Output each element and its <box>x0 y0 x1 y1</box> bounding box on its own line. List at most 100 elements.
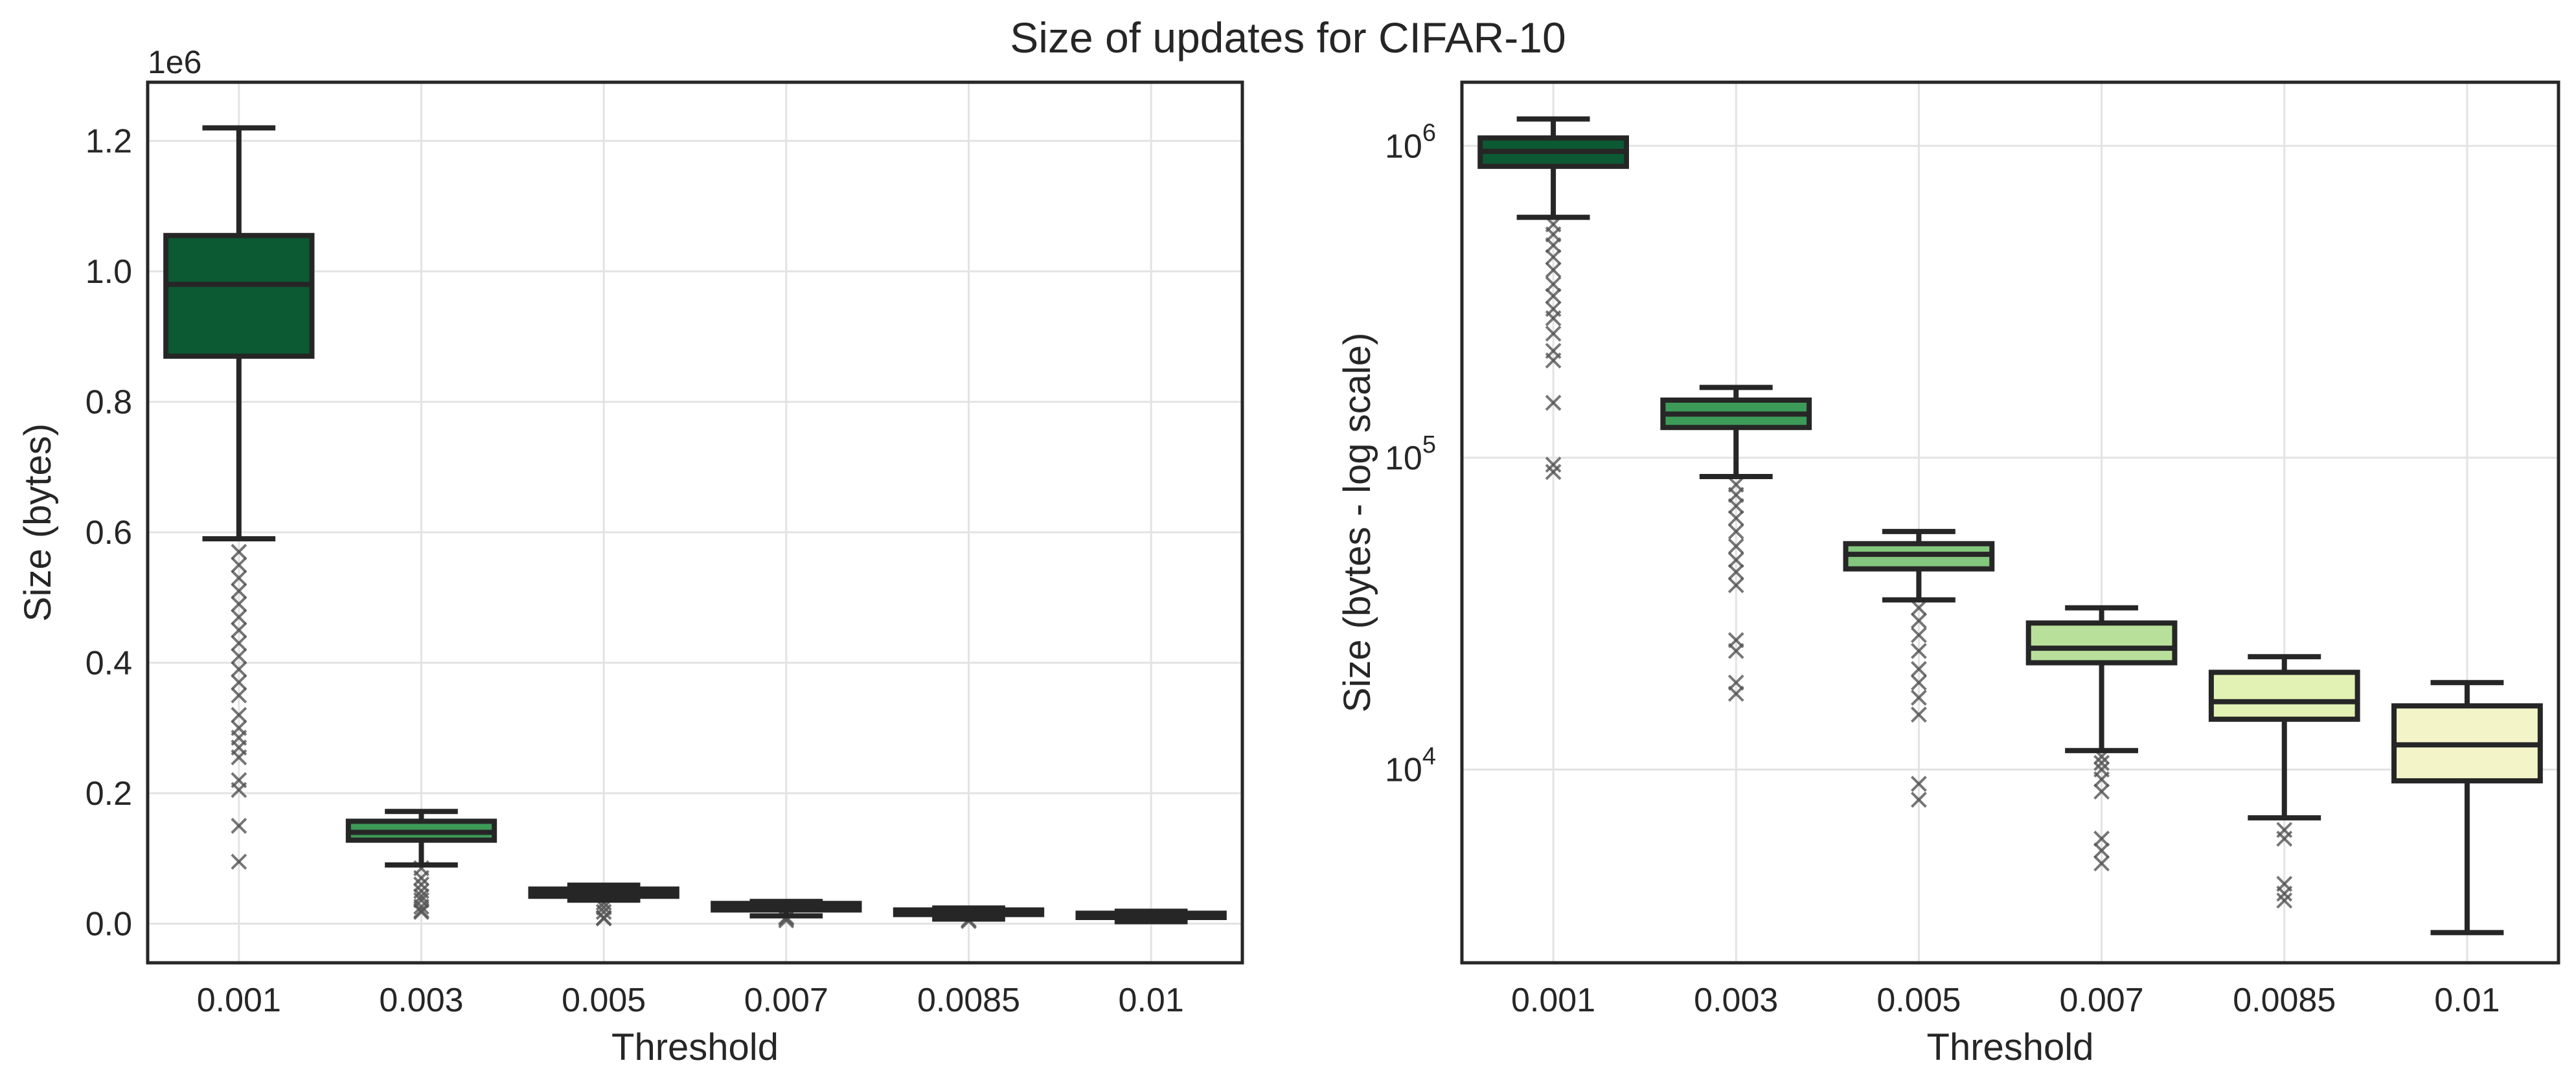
outlier-marker <box>2093 754 2110 771</box>
y-tick-label: 0.8 <box>85 384 132 422</box>
outlier-stroke <box>2093 771 2110 788</box>
x-tick-label: 0.0085 <box>2233 982 2336 1019</box>
outlier-marker <box>2093 830 2110 847</box>
y-axis-label: Size (bytes) <box>17 423 59 622</box>
outlier-stroke <box>1545 394 1562 411</box>
outlier-stroke <box>231 749 247 766</box>
outlier-marker <box>231 661 247 678</box>
outlier-marker <box>1911 642 1927 659</box>
outlier-stroke <box>1545 310 1562 326</box>
box-0.003 <box>1660 385 1812 702</box>
outlier-stroke <box>2093 855 2110 872</box>
outlier-stroke <box>1545 325 1562 342</box>
outlier-marker <box>2093 783 2110 800</box>
outlier-marker <box>231 706 247 723</box>
outlier-marker <box>1545 325 1562 342</box>
outlier-stroke <box>595 910 612 927</box>
box-0.001 <box>1477 116 1629 480</box>
outlier-stroke <box>231 782 247 798</box>
outlier-marker <box>1545 287 1562 304</box>
outlier-marker <box>231 648 247 664</box>
outlier-stroke <box>413 898 429 915</box>
outlier-marker <box>1727 564 1744 580</box>
x-axis-label: Threshold <box>1927 1026 2094 1068</box>
outlier-stroke <box>231 596 247 613</box>
y-axis-label: Size (bytes - log scale) <box>1336 333 1378 713</box>
y-tick-label: 105 <box>1385 431 1436 477</box>
outlier-marker <box>1911 690 1927 706</box>
outlier-stroke <box>2093 754 2110 771</box>
outlier-stroke <box>1911 791 1927 808</box>
outlier-marker <box>595 910 612 927</box>
outlier-marker <box>231 635 247 651</box>
x-tick-label: 0.005 <box>562 982 646 1019</box>
outlier-marker <box>1727 686 1744 702</box>
box-0.001 <box>163 125 315 870</box>
outlier-stroke <box>1727 510 1744 526</box>
outlier-marker <box>231 853 247 870</box>
outlier-marker <box>1727 510 1744 526</box>
y-tick-label: 1.2 <box>85 123 132 161</box>
outlier-stroke <box>231 706 247 723</box>
outlier-marker <box>413 904 429 920</box>
outlier-marker <box>1727 538 1744 555</box>
outlier-stroke <box>231 557 247 573</box>
y-tick-label: 0.4 <box>85 645 132 682</box>
x-tick-label: 0.01 <box>1119 982 1184 1019</box>
outlier-stroke <box>1911 690 1927 706</box>
x-tick-label: 0.007 <box>744 982 828 1019</box>
outlier-marker <box>1727 552 1744 568</box>
x-tick-label: 0.01 <box>2434 982 2500 1019</box>
y-tick-label: 0.6 <box>85 514 132 552</box>
outlier-marker <box>1545 464 1562 480</box>
outlier-stroke <box>413 904 429 920</box>
outlier-marker <box>1727 642 1744 659</box>
x-tick-label: 0.003 <box>379 982 463 1019</box>
outlier-marker <box>1727 577 1744 594</box>
box-0.0085 <box>893 905 1045 929</box>
box-0.0085 <box>2208 654 2360 909</box>
outlier-marker <box>413 898 429 915</box>
x-tick-label: 0.007 <box>2060 982 2144 1019</box>
x-axis-label: Threshold <box>611 1026 779 1068</box>
outlier-stroke <box>231 853 247 870</box>
x-tick-label: 0.001 <box>197 982 281 1019</box>
outlier-stroke <box>1911 706 1927 723</box>
outlier-stroke <box>1911 776 1927 792</box>
outlier-stroke <box>2276 830 2293 847</box>
outlier-marker <box>231 543 247 560</box>
outlier-marker <box>1911 600 1927 616</box>
outlier-marker <box>2276 892 2293 909</box>
outlier-stroke <box>231 570 247 587</box>
outlier-stroke <box>231 609 247 625</box>
box-0.007 <box>711 899 862 928</box>
outlier-marker <box>1545 249 1562 265</box>
outlier-stroke <box>1911 627 1927 644</box>
outlier-marker <box>1545 262 1562 278</box>
outlier-stroke <box>1911 600 1927 616</box>
outlier-stroke <box>2093 830 2110 847</box>
outlier-marker <box>231 674 247 691</box>
outlier-stroke <box>1727 552 1744 568</box>
outlier-marker <box>2276 885 2293 902</box>
outlier-stroke <box>1545 249 1562 265</box>
chart-panel-2: 104 105 106 0.001 0.003 0.005 0.007 0.0085 0.01 T… <box>1336 80 2560 1068</box>
outlier-stroke <box>1545 276 1562 293</box>
box-0.005 <box>528 883 679 927</box>
y-tick-label: 104 <box>1385 743 1436 789</box>
outlier-marker <box>231 749 247 766</box>
box-0.005 <box>1843 528 1995 808</box>
outlier-marker <box>1727 498 1744 514</box>
outlier-stroke <box>1545 456 1562 473</box>
outlier-stroke <box>231 687 247 704</box>
outlier-stroke <box>231 674 247 691</box>
x-tick-label: 0.005 <box>1876 982 1961 1019</box>
outlier-stroke <box>231 622 247 638</box>
outlier-stroke <box>413 870 429 886</box>
outlier-marker <box>2093 771 2110 788</box>
outlier-marker <box>1911 613 1927 629</box>
outlier-stroke <box>1727 498 1744 514</box>
box-0.003 <box>345 809 497 920</box>
outlier-marker <box>231 570 247 587</box>
